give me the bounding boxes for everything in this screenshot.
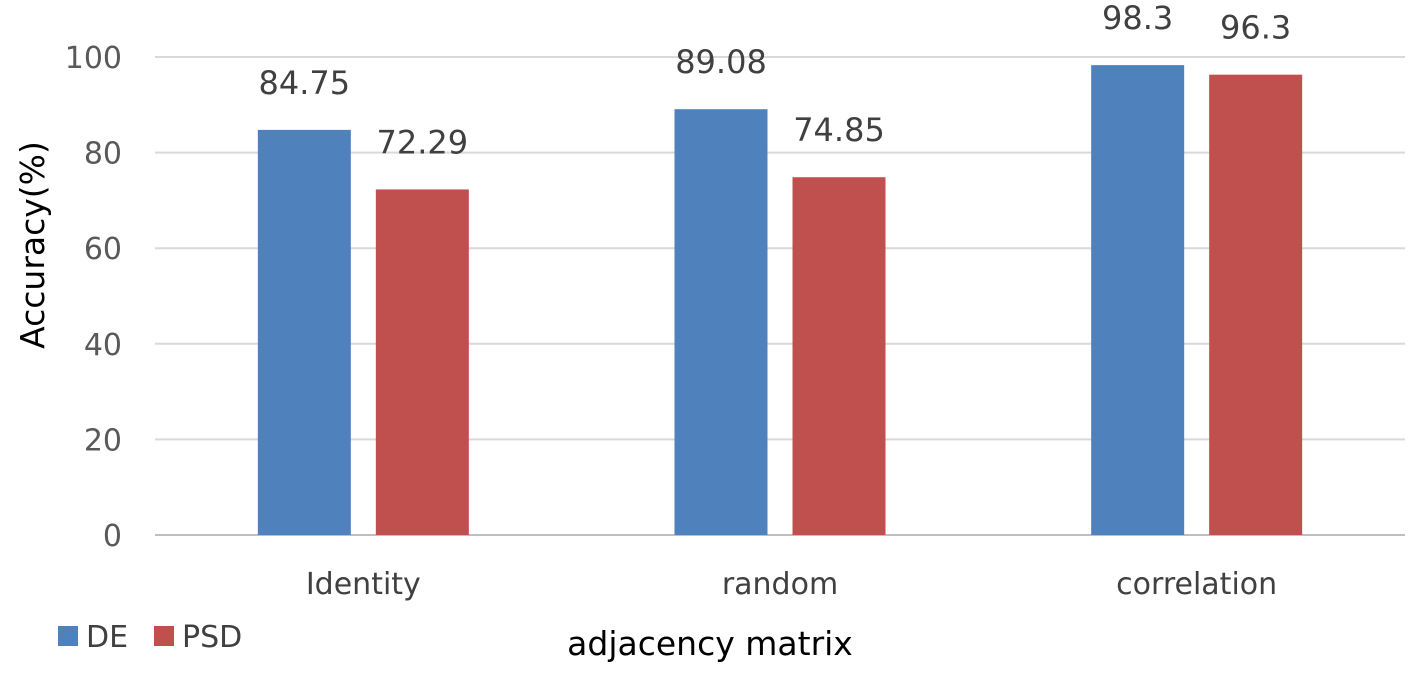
y-tick-label: 100: [65, 41, 122, 76]
legend-label: PSD: [182, 620, 242, 655]
legend: DE PSD: [58, 620, 242, 655]
y-tick-label: 80: [84, 137, 122, 172]
legend-swatch-psd: [154, 626, 174, 646]
bar-de-identity: [257, 129, 351, 535]
data-label: 89.08: [675, 43, 767, 81]
y-tick-label: 60: [84, 232, 122, 267]
bar-psd-random: [792, 177, 886, 536]
data-label: 84.75: [259, 64, 351, 102]
y-axis-title: Accuracy(%): [13, 141, 52, 349]
bar-de-random: [674, 109, 768, 535]
x-axis-title: adjacency matrix: [567, 624, 853, 663]
bar-de-correlation: [1091, 65, 1185, 535]
y-axis-ticks: 0 20 40 60 80 100: [65, 41, 122, 554]
legend-label: DE: [86, 620, 128, 655]
bar-psd-identity: [375, 189, 469, 535]
y-tick-label: 40: [84, 328, 122, 363]
bars: [257, 65, 1303, 536]
legend-swatch-de: [58, 626, 78, 646]
y-tick-label: 20: [84, 423, 122, 458]
x-category-label: Identity: [306, 567, 421, 602]
gridlines: [155, 56, 1405, 536]
y-tick-label: 0: [103, 519, 122, 554]
x-category-label: correlation: [1116, 567, 1277, 602]
x-category-label: random: [722, 567, 838, 602]
data-label: 72.29: [377, 123, 469, 161]
data-label: 98.3: [1102, 0, 1173, 37]
x-axis-categories: Identity random correlation: [306, 567, 1277, 602]
data-label: 74.85: [793, 111, 885, 149]
data-label: 96.3: [1220, 9, 1291, 47]
bar-psd-correlation: [1209, 74, 1303, 535]
data-labels: 84.75 72.29 89.08 74.85 98.3 96.3: [259, 0, 1292, 161]
